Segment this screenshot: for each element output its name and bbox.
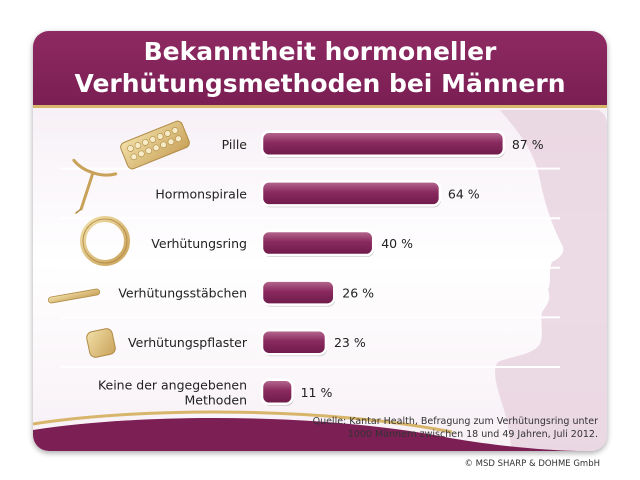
- value-label: 26 %: [342, 286, 374, 301]
- bar: [260, 279, 336, 306]
- category-label: Verhütungsring: [151, 236, 247, 251]
- bar: [260, 378, 294, 406]
- chart-title: Bekanntheit hormoneller Verhütungsmethod…: [33, 36, 607, 100]
- bar: [260, 130, 506, 158]
- value-label: 23 %: [334, 335, 366, 350]
- copyright: © MSD SHARP & DOHME GmbH: [464, 459, 600, 469]
- chart-title-line-2: Verhütungsmethoden bei Männern: [74, 69, 566, 98]
- bar: [260, 229, 375, 257]
- bars-group: Pille 87 % Hormonspirale 64 % Verhütungsring…: [98, 130, 544, 407]
- source-line-2: 1000 Männern zwischen 18 und 49 Jahren, …: [347, 429, 598, 440]
- title-header: Bekanntheit hormoneller Verhütungsmethod…: [33, 31, 607, 108]
- category-label: Keine der angegebenen: [98, 377, 247, 392]
- category-label: Pille: [222, 137, 248, 152]
- category-label: Verhütungsstäbchen: [118, 286, 247, 301]
- bar: [260, 328, 328, 356]
- value-label: 40 %: [381, 236, 413, 251]
- value-label: 11 %: [301, 385, 333, 400]
- iud-icon: [72, 158, 118, 214]
- bar: [260, 180, 442, 207]
- category-label: Verhütungspflaster: [128, 335, 248, 350]
- implant-rod-icon: [47, 288, 101, 304]
- vaginal-ring-icon: [80, 216, 130, 266]
- pill-pack-icon: [120, 120, 190, 170]
- value-label: 64 %: [448, 186, 480, 201]
- patch-icon: [86, 328, 116, 358]
- row-separators: [60, 167, 560, 368]
- value-label: 87 %: [512, 137, 544, 152]
- source-note: Quelle: Kantar Health, Befragung zum Ver…: [298, 415, 598, 441]
- chart-title-line-1: Bekanntheit hormoneller: [143, 37, 497, 66]
- category-label: Methoden: [185, 392, 248, 407]
- source-line-1: Quelle: Kantar Health, Befragung zum Ver…: [312, 416, 598, 427]
- category-label: Hormonspirale: [155, 186, 247, 201]
